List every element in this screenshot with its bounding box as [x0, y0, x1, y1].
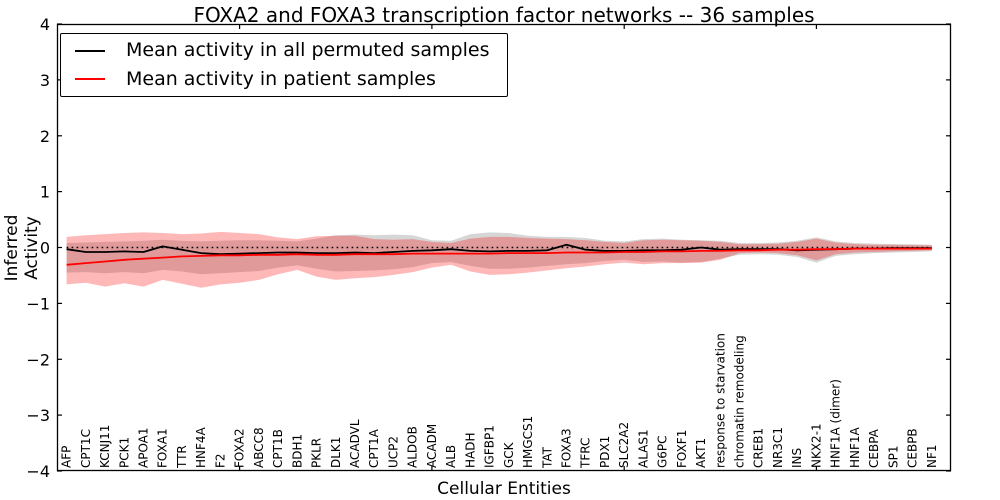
- legend-label-permuted: Mean activity in all permuted samples: [126, 39, 490, 62]
- x-category-label: ABCC8: [252, 427, 266, 468]
- x-category-label: ACADM: [425, 424, 439, 468]
- legend-line-swatch-black: [75, 49, 105, 52]
- x-category-label: KCNJ11: [98, 425, 112, 468]
- x-category-label: SLC2A2: [617, 422, 631, 468]
- x-category-label: FOXA3: [559, 428, 573, 468]
- x-category-label: response to starvation: [713, 333, 727, 468]
- x-category-label: CEBPB: [906, 428, 920, 468]
- x-category-label: chromatin remodeling: [733, 335, 747, 468]
- y-tick-label: −2: [26, 350, 50, 369]
- y-axis-label: Inferred Activity: [2, 214, 42, 282]
- x-category-label: APOA1: [137, 427, 151, 468]
- legend-item-patient: Mean activity in patient samples: [61, 68, 507, 91]
- x-category-label: TAT: [540, 446, 554, 469]
- y-tick-label: 2: [40, 127, 50, 146]
- x-category-label: UCP2: [386, 436, 400, 468]
- y-tick-label: 4: [40, 15, 50, 34]
- x-category-label: CPT1B: [271, 429, 285, 468]
- patient-samples-std-band: [66, 231, 932, 288]
- y-tick-label: −4: [26, 462, 50, 481]
- x-category-label: HNF1A: [848, 426, 862, 468]
- x-axis-label: Cellular Entities: [437, 479, 571, 499]
- x-category-label: F2: [213, 453, 227, 468]
- legend-item-permuted: Mean activity in all permuted samples: [61, 39, 507, 62]
- x-category-label: GCK: [502, 441, 516, 468]
- x-category-label: CEBPA: [867, 428, 881, 468]
- x-category-label: AFP: [60, 446, 74, 468]
- x-category-label: IGFBP1: [483, 425, 497, 468]
- x-category-label: NKX2-1: [809, 423, 823, 468]
- y-tick-label: −3: [26, 406, 50, 425]
- legend: Mean activity in all permuted samples Me…: [60, 33, 508, 97]
- x-category-label: DLK1: [329, 437, 343, 468]
- x-category-label: TTR: [175, 445, 189, 469]
- y-tick-label: −1: [26, 294, 50, 313]
- x-category-label: ALDOB: [406, 426, 420, 468]
- x-category-label: SP1: [886, 446, 900, 469]
- y-tick-label: 0: [40, 239, 50, 258]
- x-category-label: G6PC: [656, 435, 670, 468]
- x-category-label: NR3C1: [771, 427, 785, 468]
- x-category-label: ALB: [444, 445, 458, 468]
- x-category-label: CPT1C: [79, 429, 93, 468]
- x-category-label: ALAS1: [636, 429, 650, 468]
- x-category-label: ACADVL: [348, 419, 362, 468]
- patient-mean-line: [66, 247, 932, 266]
- x-category-label: FOXA1: [156, 428, 170, 468]
- x-category-label: HMGCS1: [521, 416, 535, 468]
- x-category-label: TFRC: [579, 438, 593, 469]
- x-category-label: HNF4A: [194, 426, 208, 468]
- x-category-label: PDX1: [598, 436, 612, 468]
- chart-title: FOXA2 and FOXA3 transcription factor net…: [193, 3, 815, 27]
- x-category-label: AKT1: [694, 438, 708, 468]
- legend-label-patient: Mean activity in patient samples: [126, 67, 436, 90]
- x-category-label: FOXA2: [233, 428, 247, 468]
- y-tick-label: 1: [40, 183, 50, 202]
- legend-line-swatch-red: [75, 78, 105, 81]
- x-category-label: PCK1: [117, 437, 131, 468]
- x-category-label: HNF1A (dimer): [829, 379, 843, 468]
- x-category-label: FOXF1: [675, 430, 689, 468]
- x-category-label: CREB1: [752, 428, 766, 468]
- y-tick-label: 3: [40, 71, 50, 90]
- x-category-label: BDH1: [290, 434, 304, 468]
- x-category-label: INS: [790, 448, 804, 468]
- x-category-label: PKLR: [310, 438, 324, 468]
- x-category-label: CPT1A: [367, 428, 381, 468]
- x-category-label: NF1: [925, 444, 939, 468]
- x-category-label: HADH: [463, 433, 477, 469]
